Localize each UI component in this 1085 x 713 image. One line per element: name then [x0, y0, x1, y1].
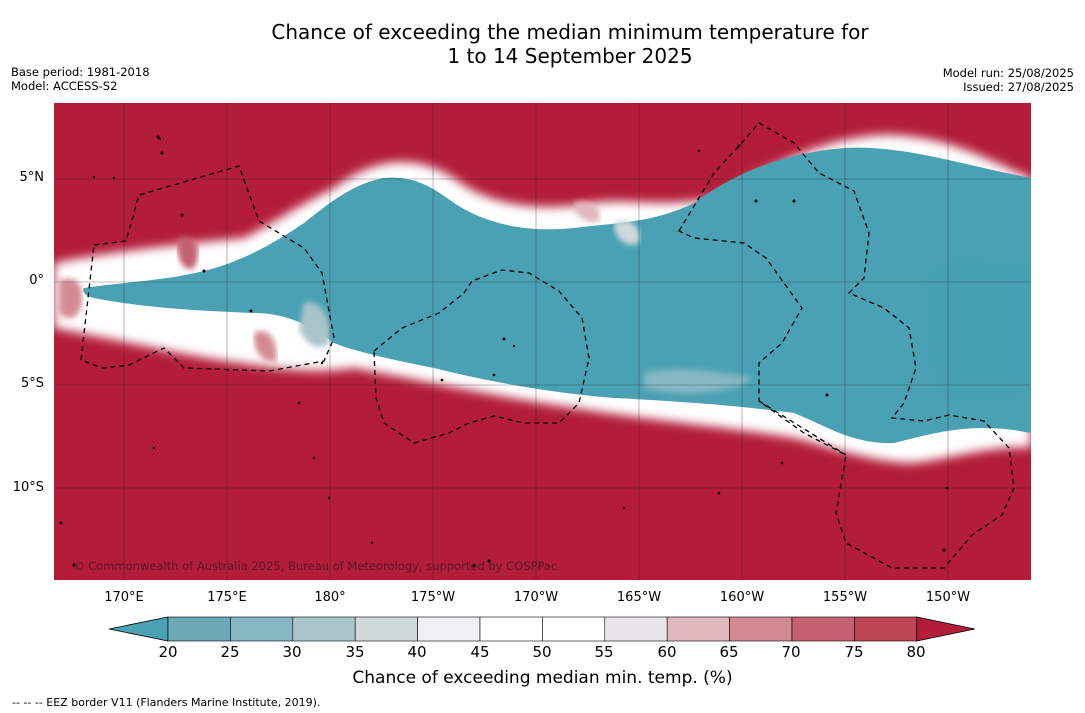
colorbar-cell [666, 616, 730, 642]
colorbar-svg [108, 616, 975, 642]
colorbar-tick: 80 [906, 643, 926, 661]
colorbar-tick: 20 [158, 643, 178, 661]
meta-left: Base period: 1981-2018 Model: ACCESS-S2 [11, 65, 150, 93]
issued-date: Issued: 27/08/2025 [963, 80, 1074, 94]
lon-label: 175°W [410, 590, 456, 605]
lon-label: 175°E [207, 590, 247, 605]
eez-borders [80, 122, 1015, 569]
base-period: Base period: 1981-2018 [11, 65, 150, 79]
colorbar-tick: 30 [282, 643, 302, 661]
colorbar-cell [167, 616, 231, 642]
colorbar-tick: 35 [345, 643, 365, 661]
pale-patch [614, 220, 640, 245]
lon-label: 165°W [616, 590, 662, 605]
lat-label: 5°N [19, 170, 45, 185]
colorbar-cell [354, 616, 418, 642]
colorbar-cell [292, 616, 356, 642]
lat-label: 0° [29, 273, 44, 288]
eez-border-kiribati-cook [678, 122, 1015, 569]
colorbar-extend-low [108, 616, 169, 642]
warm-patch [253, 331, 277, 362]
colorbar-cell [417, 616, 481, 642]
lat-label: 5°S [20, 376, 44, 391]
colorbar-cell [791, 616, 855, 642]
colorbar-tick: 25 [220, 643, 240, 661]
colorbar-cell [854, 616, 918, 642]
colorbar-tick: 50 [532, 643, 552, 661]
model-name: Model: ACCESS-S2 [11, 79, 118, 93]
eez-border-segment [758, 400, 847, 456]
title-line-1: Chance of exceeding the median minimum t… [271, 20, 869, 44]
colorbar-tick: 45 [470, 643, 490, 661]
colorbar-label: Chance of exceeding median min. temp. (%… [352, 668, 733, 688]
copyright-notice: © Commonwealth of Australia 2025, Bureau… [73, 559, 558, 573]
eez-border-tokelau [373, 269, 590, 444]
colorbar-cell [729, 616, 793, 642]
probability-map [54, 103, 1031, 580]
lon-label: 180° [314, 590, 346, 605]
colorbar-cell [542, 616, 606, 642]
colorbar-cell [479, 616, 543, 642]
colorbar-tick: 40 [407, 643, 427, 661]
colorbar-tick: 65 [719, 643, 739, 661]
map-canvas [54, 103, 1031, 580]
title-line-2: 1 to 14 September 2025 [447, 44, 693, 68]
lon-label: 170°E [104, 590, 144, 605]
colorbar-extend-high [916, 616, 975, 642]
lat-label: 10°S [12, 480, 44, 495]
colorbar-cell [604, 616, 668, 642]
islands [59, 135, 949, 568]
low-chance-region [83, 147, 1031, 444]
colorbar-tick: 70 [781, 643, 801, 661]
model-run: Model run: 25/08/2025 [942, 66, 1074, 80]
lon-label: 170°W [513, 590, 559, 605]
colorbar-tick: 60 [657, 643, 677, 661]
pale-patch [644, 369, 754, 394]
warm-patch [574, 201, 600, 223]
colorbar [108, 616, 980, 646]
pale-patch [299, 302, 330, 348]
lon-label: 150°W [925, 590, 971, 605]
meta-right: Model run: 25/08/2025 Issued: 27/08/2025 [943, 66, 1074, 94]
lon-label: 160°W [719, 590, 765, 605]
gridlines [54, 103, 1031, 580]
warm-patch [59, 278, 83, 319]
lon-label: 155°W [822, 590, 868, 605]
low-chance-region [924, 257, 1031, 405]
colorbar-cell [230, 616, 294, 642]
colorbar-tick: 75 [844, 643, 864, 661]
map-title: Chance of exceeding the median minimum t… [0, 20, 1085, 68]
colorbar-tick: 55 [594, 643, 614, 661]
warm-patch [177, 237, 199, 269]
eez-footnote: -- -- -- EEZ border V11 (Flanders Marine… [12, 696, 321, 709]
